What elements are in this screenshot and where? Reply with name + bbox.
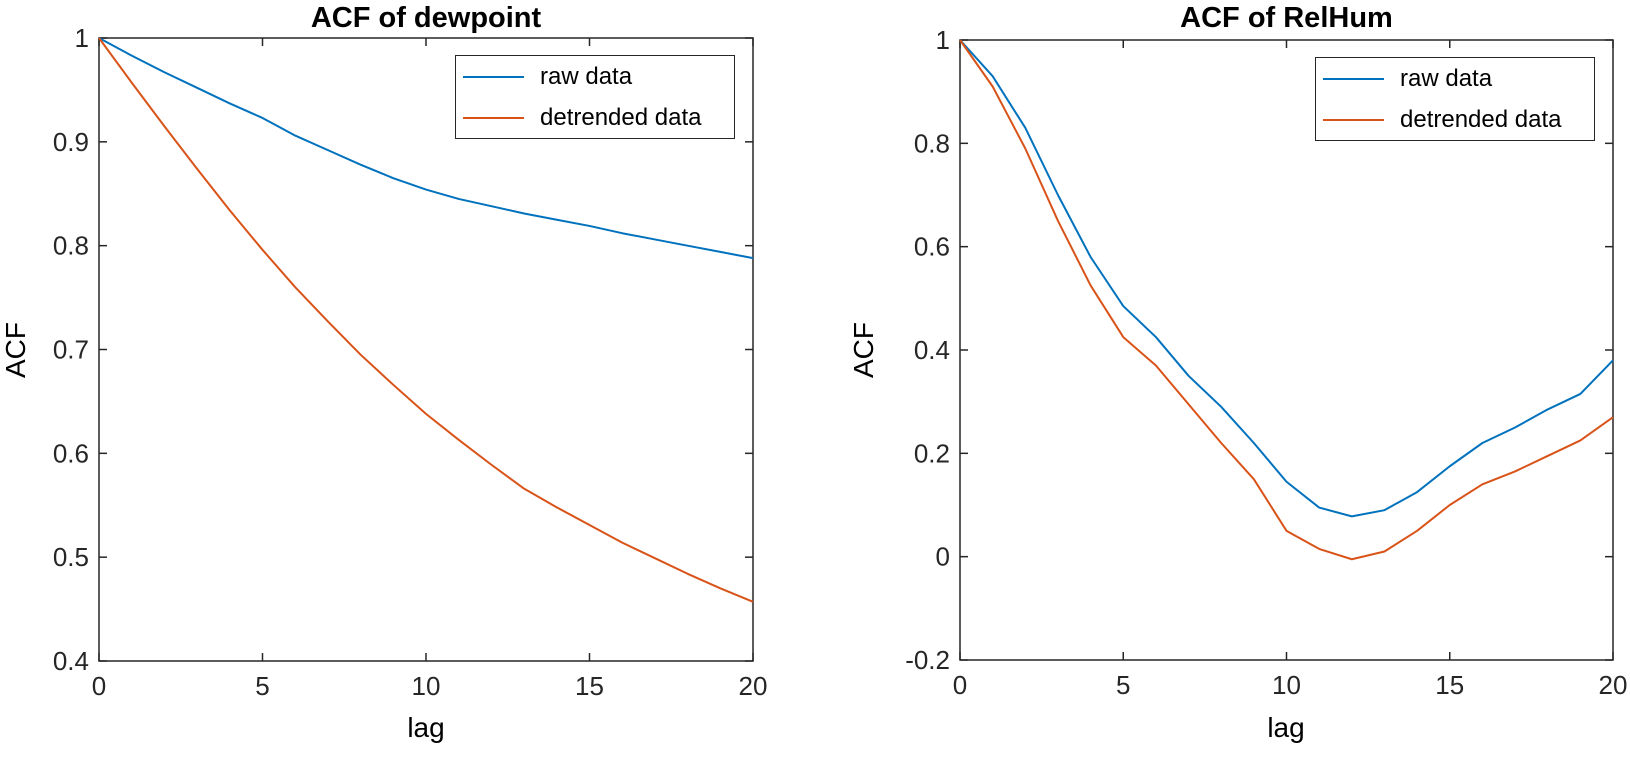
y-tick-label: 1 [936,25,950,55]
x-tick-label: 15 [1435,670,1464,700]
x-tick-label: 20 [1599,670,1628,700]
y-tick-label: 1 [75,23,89,53]
detrended-data-line-swatch [1323,118,1384,121]
x-tick-label: 15 [575,671,604,701]
legend-label-raw: raw data [1400,64,1493,92]
dewpoint-y-axis-label: ACF [0,322,31,378]
legend-label-detrended: detrended data [1400,105,1562,133]
y-tick-label: 0.7 [53,335,89,365]
x-tick-label: 0 [92,671,106,701]
legend-row-raw: raw data [456,56,734,97]
relhum-x-axis-label: lag [1267,712,1305,743]
raw-data-line-swatch [1323,77,1384,80]
legend-label-detrended: detrended data [540,103,702,131]
y-tick-label: 0.5 [53,542,89,572]
legend-row-detrended: detrended data [1316,99,1594,140]
dewpoint-plot-title: ACF of dewpoint [310,2,542,34]
relhum-axes: 0 5 10 15 20-0.200.20.40.60.81 [905,25,1627,700]
relhum-y-axis-label: ACF [848,322,879,378]
x-tick-label: 5 [255,671,269,701]
y-tick-label: 0.6 [914,232,950,262]
raw-data-line-swatch [463,75,524,78]
y-tick-label: 0.6 [53,438,89,468]
dewpoint-axes: 0 5 10 15 20 0.4 0.5 0.6 0.7 0.8 0.9 1 [53,23,768,701]
y-tick-label: 0.4 [53,646,89,676]
dewpoint-legend: raw data detrended data [455,55,735,139]
relhum-plot-title: ACF of RelHum [1180,2,1393,34]
y-tick-label: 0.8 [53,231,89,261]
y-tick-label: -0.2 [905,645,950,675]
legend-row-detrended: detrended data [456,97,734,138]
x-tick-label: 5 [1116,670,1130,700]
y-tick-label: 0.2 [914,438,950,468]
detrended-data-line [959,39,1614,561]
x-tick-label: 10 [412,671,441,701]
y-tick-label: 0.4 [914,335,950,365]
relhum-legend: raw data detrended data [1315,57,1595,141]
dewpoint-x-axis-label: lag [407,712,445,743]
raw-data-line [959,39,1614,518]
detrended-data-line [98,37,754,603]
x-tick-label: 20 [739,671,768,701]
y-tick-label: 0 [936,542,950,572]
detrended-data-line-swatch [463,116,524,119]
y-tick-label: 0.8 [914,128,950,158]
x-tick-label: 0 [953,670,967,700]
y-tick-label: 0.9 [53,127,89,157]
x-tick-label: 10 [1272,670,1301,700]
legend-label-raw: raw data [540,62,633,90]
raw-data-line [98,37,754,260]
legend-row-raw: raw data [1316,58,1594,99]
